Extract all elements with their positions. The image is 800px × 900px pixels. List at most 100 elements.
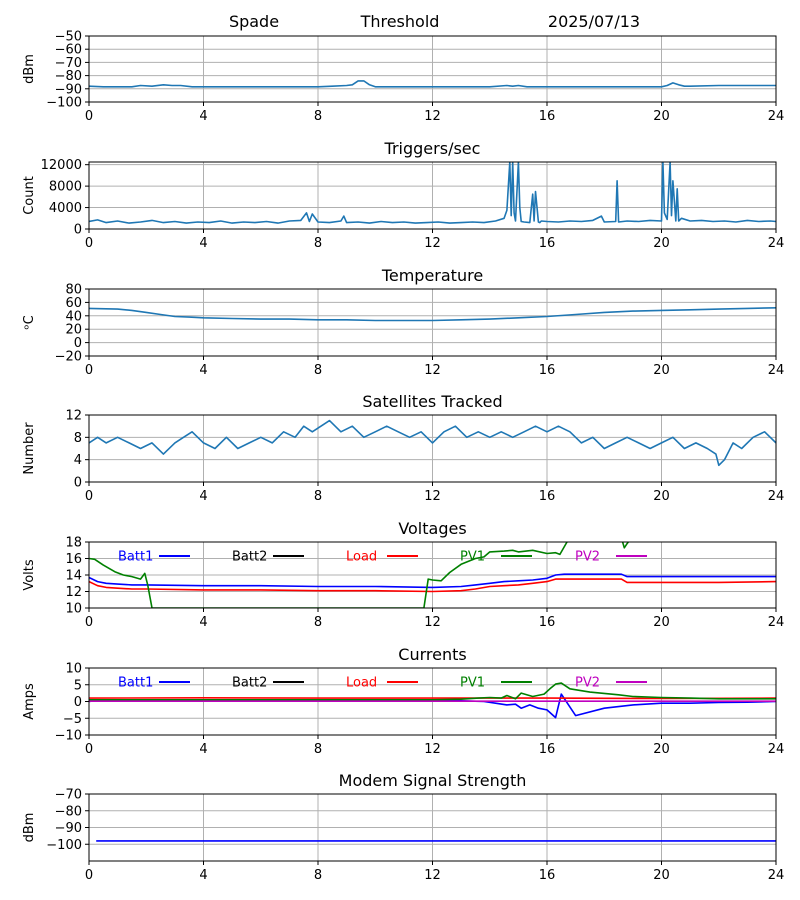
chart-title: Satellites Tracked [362,392,502,411]
legend-label: Load [346,550,377,565]
y-axis-label: dBm [22,54,37,84]
y-tick-label: 0 [74,223,82,238]
y-tick-label: −5 [63,712,82,727]
series-group [89,542,776,608]
series-line-pv1 [89,542,630,608]
x-tick-label: 20 [653,489,670,504]
y-tick-label: 14 [65,569,82,584]
x-tick-label: 8 [314,742,322,757]
y-axis: −100 −90 −80−70 [46,788,89,853]
series-line-main [89,419,776,467]
y-tick-label: −60 [55,43,82,58]
x-tick-label: 0 [85,615,93,630]
x-tick-label: 16 [539,109,556,124]
x-tick-label: 0 [85,363,93,378]
y-tick-label: −20 [55,350,82,365]
y-axis-label: Count [22,176,37,215]
x-tick-label: 24 [768,363,785,378]
x-tick-label: 16 [539,363,556,378]
x-tick-label: 0 [85,109,93,124]
x-tick-label: 0 [85,742,93,757]
legend-label: Batt1 [118,676,153,691]
x-tick-label: 0 [85,868,93,883]
x-tick-label: 12 [424,236,441,251]
x-axis: 0 4 8 12 16 20 24 [85,482,784,504]
x-tick-label: 8 [314,868,322,883]
y-tick-label: 0 [74,476,82,491]
x-tick-label: 20 [653,109,670,124]
y-tick-label: 12 [65,585,82,600]
y-tick-label: 80 [65,283,82,298]
legend-label: PV2 [575,550,600,565]
x-tick-label: 12 [424,742,441,757]
y-axis-label: Volts [22,559,37,591]
x-tick-label: 16 [539,742,556,757]
y-tick-label: 40 [65,309,82,324]
y-axis-label: ᵒC [22,315,37,329]
legend-label: Load [346,676,377,691]
series-line-pv1 [89,682,776,701]
y-tick-label: 10 [65,662,82,677]
y-tick-label: 8000 [49,180,82,195]
x-axis: 0 4 8 12 16 20 24 [85,229,784,251]
y-axis-label: Number [22,422,37,475]
y-axis-label: Amps [22,683,37,720]
series-group [89,419,776,467]
legend: Batt1 Batt2 Load PV1 PV2 [118,676,647,691]
series-line-main [89,307,776,322]
x-tick-label: 12 [424,109,441,124]
chart-satellites: 0 4 8 12 16 20 24 0 4 8 12 Number Satellites Tracked [22,392,784,504]
series-line-main [89,162,776,224]
legend: Batt1 Batt2 Load PV1 PV2 [118,550,647,565]
y-tick-label: −80 [55,69,82,84]
y-axis: 0 4 8 12 [65,409,89,491]
y-tick-label: −70 [55,56,82,71]
y-tick-label: 4000 [49,201,82,216]
y-tick-label: 20 [65,323,82,338]
legend-label: Batt1 [118,550,153,565]
x-tick-label: 16 [539,236,556,251]
x-tick-label: 20 [653,868,670,883]
x-axis: 0 4 8 12 16 20 24 [85,608,784,630]
x-tick-label: 24 [768,489,785,504]
y-axis-label: dBm [22,813,37,843]
station-name: Spade [229,12,279,31]
y-tick-label: 10 [65,602,82,617]
y-tick-label: 16 [65,552,82,567]
x-tick-label: 20 [653,363,670,378]
x-tick-label: 4 [199,615,207,630]
mode-label: Threshold [360,12,440,31]
x-axis: 0 4 8 12 16 20 24 [85,861,784,883]
chart-title: Modem Signal Strength [339,771,527,790]
legend-label: Batt2 [232,676,267,691]
legend-label: Batt2 [232,550,267,565]
date-label: 2025/07/13 [548,12,640,31]
x-tick-label: 8 [314,236,322,251]
x-tick-label: 12 [424,489,441,504]
x-tick-label: 8 [314,615,322,630]
y-tick-label: 4 [74,453,82,468]
x-tick-label: 12 [424,868,441,883]
y-tick-label: 12000 [41,158,82,173]
x-tick-label: 4 [199,236,207,251]
series-group [89,80,776,88]
x-tick-label: 4 [199,109,207,124]
y-tick-label: −10 [55,729,82,744]
y-tick-label: −50 [55,30,82,45]
series-line-load [89,578,776,593]
y-tick-label: −70 [55,788,82,803]
y-tick-label: 8 [74,431,82,446]
y-tick-label: 60 [65,296,82,311]
figure-header: Spade Threshold 2025/07/13 [229,12,640,31]
chart-triggers: 0 4 8 12 16 20 24 0 4000 8000 12000 Count Triggers/s… [22,139,784,251]
y-tick-label: −80 [55,804,82,819]
x-tick-label: 8 [314,489,322,504]
x-tick-label: 20 [653,742,670,757]
chart-title: Temperature [381,266,483,285]
